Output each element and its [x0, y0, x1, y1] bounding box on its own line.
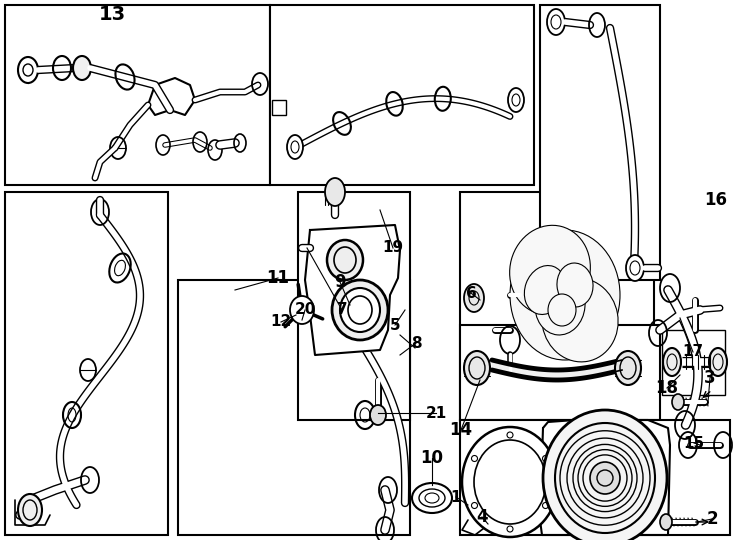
Text: 18: 18 [655, 379, 678, 397]
Text: 15: 15 [683, 435, 705, 450]
Ellipse shape [287, 135, 303, 159]
Ellipse shape [543, 410, 667, 540]
Ellipse shape [370, 405, 386, 425]
Text: 16: 16 [705, 191, 727, 209]
Text: 6: 6 [465, 286, 476, 300]
Text: 9: 9 [334, 273, 346, 291]
Bar [540, 5, 660, 280]
Ellipse shape [325, 178, 345, 206]
Ellipse shape [709, 348, 727, 376]
Bar [270, 5, 534, 185]
Bar [460, 420, 730, 535]
Ellipse shape [557, 263, 593, 307]
Text: 5: 5 [390, 318, 400, 333]
Text: 11: 11 [266, 269, 289, 287]
Text: 17: 17 [683, 345, 704, 360]
Ellipse shape [508, 88, 524, 112]
Bar [662, 330, 725, 395]
Ellipse shape [672, 394, 684, 410]
Bar [272, 100, 286, 115]
Ellipse shape [524, 266, 566, 314]
Text: 14: 14 [449, 421, 473, 439]
Polygon shape [305, 225, 400, 355]
Ellipse shape [535, 275, 585, 335]
Bar [298, 192, 410, 420]
Ellipse shape [327, 240, 363, 280]
Ellipse shape [590, 462, 620, 494]
Text: 4: 4 [476, 508, 488, 526]
Ellipse shape [332, 280, 388, 340]
Ellipse shape [626, 255, 644, 281]
Text: 10: 10 [421, 449, 443, 467]
Ellipse shape [615, 351, 641, 385]
Ellipse shape [548, 294, 576, 326]
Ellipse shape [663, 348, 681, 376]
Ellipse shape [18, 57, 38, 83]
Ellipse shape [542, 278, 618, 362]
Text: 20: 20 [294, 302, 316, 318]
Ellipse shape [464, 351, 490, 385]
Text: 8: 8 [411, 335, 421, 350]
Bar [5, 5, 270, 185]
Bar [5, 192, 168, 535]
Ellipse shape [290, 296, 314, 324]
Ellipse shape [464, 284, 484, 312]
Text: 19: 19 [382, 240, 404, 255]
Ellipse shape [509, 225, 590, 315]
Bar [178, 280, 410, 535]
Ellipse shape [340, 288, 380, 332]
Ellipse shape [510, 230, 620, 360]
Ellipse shape [547, 9, 565, 35]
Ellipse shape [412, 483, 452, 513]
Text: 2: 2 [706, 510, 718, 528]
Text: 13: 13 [98, 5, 126, 24]
Bar [460, 325, 660, 420]
Text: 3: 3 [704, 369, 716, 387]
Text: 7: 7 [337, 302, 347, 318]
Text: 1: 1 [451, 489, 461, 504]
Ellipse shape [335, 291, 355, 319]
Ellipse shape [660, 514, 672, 530]
Ellipse shape [462, 427, 558, 537]
Bar [460, 192, 654, 420]
Ellipse shape [18, 494, 42, 526]
Text: 21: 21 [426, 406, 446, 421]
Text: 12: 12 [270, 314, 291, 329]
Ellipse shape [73, 56, 91, 80]
